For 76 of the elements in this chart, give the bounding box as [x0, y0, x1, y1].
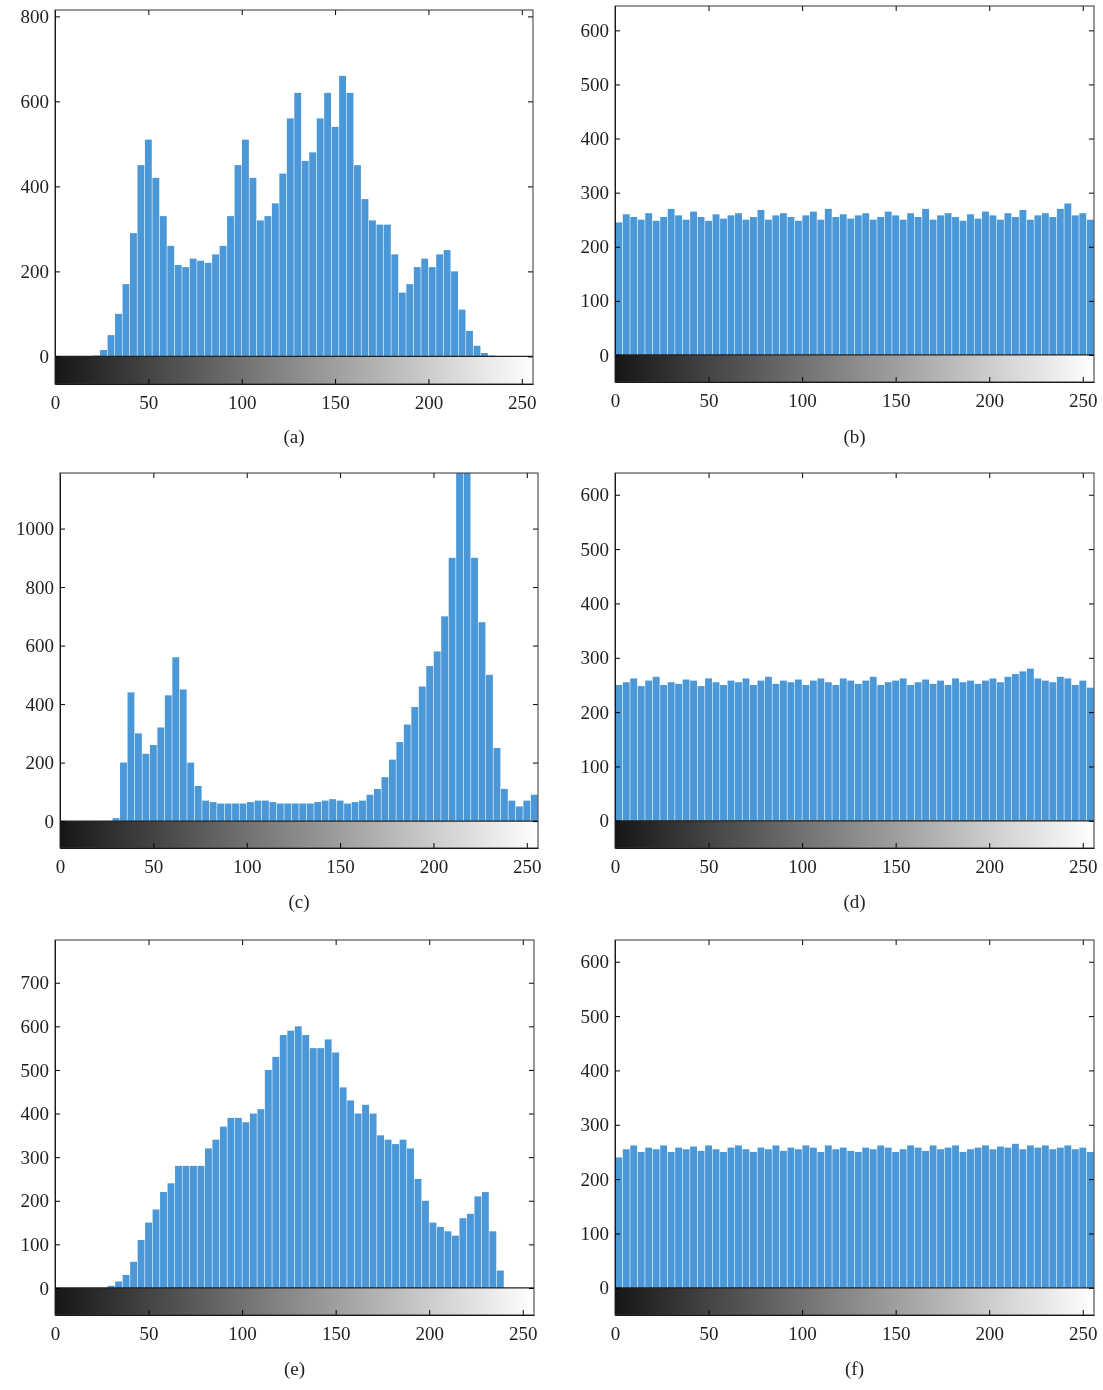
x-tick-label: 200 [414, 392, 444, 414]
y-tick-label: 500 [580, 538, 609, 560]
y-tick-label: 200 [25, 752, 54, 774]
x-tick-label: 200 [975, 856, 1004, 878]
y-tick-label: 600 [20, 1015, 49, 1037]
x-tick-label: 250 [513, 856, 542, 878]
y-tick-label: 300 [20, 1146, 49, 1168]
y-tick-label: 100 [20, 1233, 49, 1255]
y-tick-label: 0 [39, 1277, 49, 1299]
y-tick-label: 600 [25, 635, 54, 657]
y-tick-label: 400 [25, 693, 54, 715]
y-tick-label: 500 [580, 1005, 609, 1027]
x-tick-label: 200 [415, 1323, 444, 1345]
y-tick-label: 0 [599, 344, 609, 366]
y-tick-label: 0 [599, 1277, 609, 1299]
y-tick-label: 500 [580, 74, 609, 96]
x-tick-label: 150 [321, 1323, 351, 1345]
y-tick-label: 100 [580, 1223, 609, 1245]
y-tick-label: 500 [20, 1059, 49, 1081]
x-tick-label: 250 [1069, 390, 1098, 412]
x-axis-title: (c) [288, 891, 310, 913]
y-tick-label: 400 [20, 175, 49, 197]
x-tick-label: 50 [699, 1323, 719, 1345]
y-tick-label: 200 [580, 1168, 609, 1190]
x-tick-label: 250 [1069, 1323, 1098, 1345]
y-tick-label: 400 [580, 128, 609, 150]
y-tick-label: 400 [20, 1103, 49, 1125]
y-tick-label: 0 [599, 810, 609, 832]
x-tick-label: 50 [699, 856, 719, 878]
x-tick-label: 250 [1069, 856, 1098, 878]
y-tick-label: 0 [39, 345, 49, 367]
x-tick-label: 200 [419, 856, 449, 878]
y-tick-label: 300 [580, 1114, 609, 1136]
x-tick-label: 200 [975, 1323, 1004, 1345]
x-axis-title: (a) [283, 426, 305, 448]
y-tick-label: 700 [20, 972, 49, 994]
y-tick-label: 200 [580, 236, 609, 258]
x-tick-label: 50 [144, 856, 164, 878]
x-tick-label: 100 [788, 856, 817, 878]
y-tick-label: 800 [25, 576, 54, 598]
y-tick-label: 300 [580, 647, 609, 669]
y-tick-label: 1000 [16, 518, 54, 540]
y-tick-label: 800 [20, 5, 49, 27]
y-tick-label: 600 [580, 484, 609, 506]
y-tick-label: 300 [580, 182, 609, 204]
x-tick-label: 200 [975, 390, 1004, 412]
y-tick-label: 400 [580, 593, 609, 615]
x-tick-label: 250 [508, 392, 537, 414]
x-tick-label: 100 [228, 1323, 257, 1345]
y-tick-label: 200 [580, 701, 609, 723]
x-tick-label: 150 [321, 392, 350, 414]
x-tick-label: 100 [227, 392, 257, 414]
x-tick-label: 50 [139, 392, 159, 414]
x-tick-label: 100 [232, 856, 262, 878]
y-tick-label: 100 [580, 756, 609, 778]
y-tick-label: 600 [20, 90, 49, 112]
y-tick-label: 600 [580, 19, 609, 41]
x-axis-title: (e) [283, 1358, 306, 1380]
y-tick-label: 200 [20, 1190, 49, 1212]
y-tick-label: 200 [20, 260, 49, 282]
x-tick-label: 150 [326, 856, 355, 878]
x-axis-title: (d) [843, 891, 866, 913]
x-tick-label: 50 [139, 1323, 159, 1345]
x-tick-label: 150 [881, 390, 911, 412]
x-axis-title: (f) [845, 1358, 864, 1380]
x-tick-label: 100 [788, 390, 817, 412]
x-tick-label: 50 [699, 390, 719, 412]
y-tick-label: 400 [580, 1060, 609, 1082]
x-tick-label: 150 [881, 856, 911, 878]
x-tick-label: 100 [788, 1323, 817, 1345]
x-axis-title: (b) [843, 426, 866, 448]
y-tick-label: 100 [580, 290, 609, 312]
y-tick-label: 600 [580, 951, 609, 973]
x-tick-label: 250 [509, 1323, 538, 1345]
x-tick-label: 150 [881, 1323, 911, 1345]
y-tick-label: 0 [44, 810, 54, 832]
